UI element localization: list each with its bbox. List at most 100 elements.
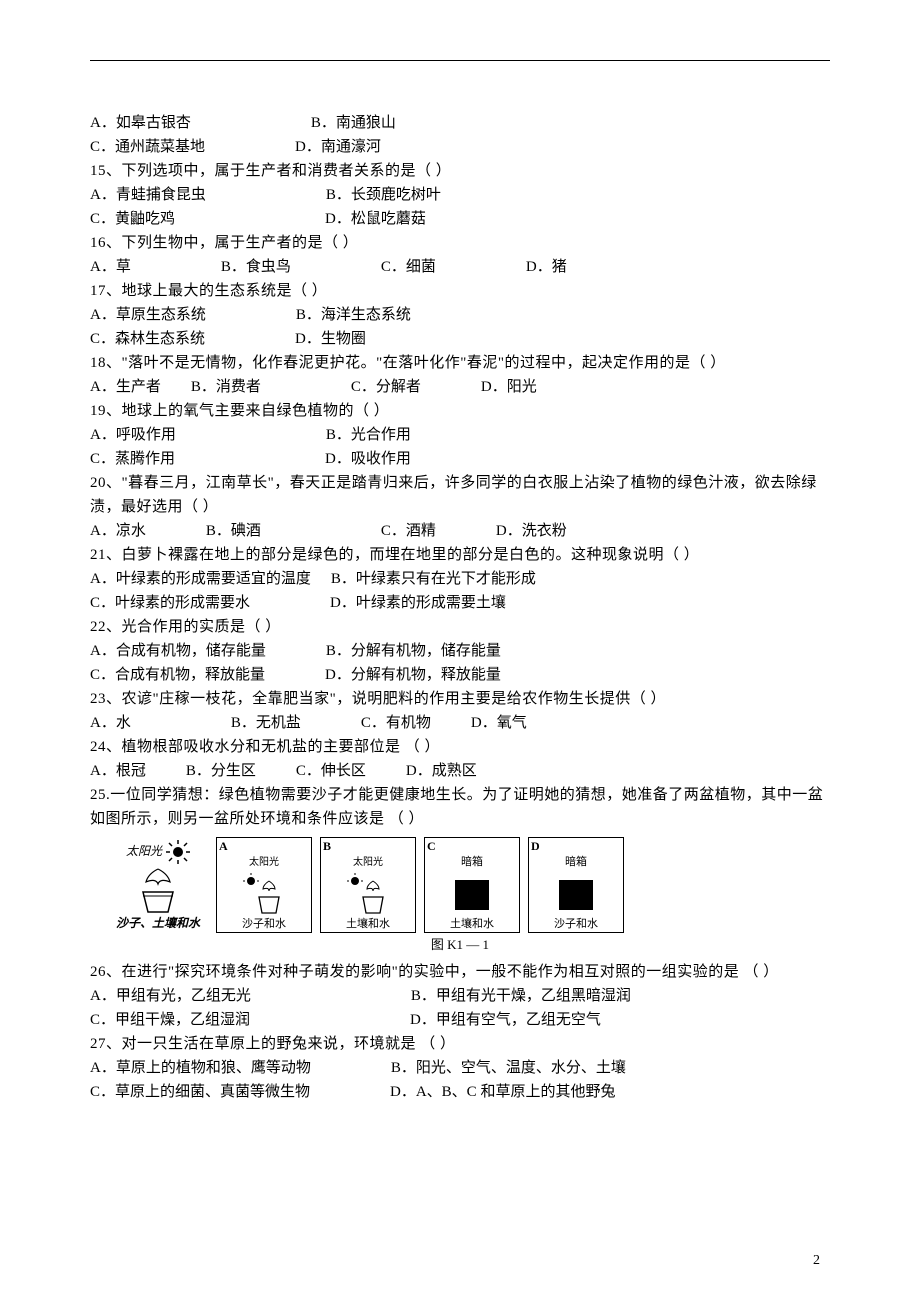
q17-row1: A．草原生态系统 B．海洋生态系统 — [90, 303, 830, 327]
q14-opts-row2: C．通州蔬菜基地 D．南通濠河 — [90, 135, 830, 159]
q18-stem: 18、"落叶不是无情物，化作春泥更护花。"在落叶化作"春泥"的过程中，起决定作用… — [90, 351, 830, 375]
q26-opt-b: B．甲组有光干燥，乙组黑暗湿润 — [411, 984, 631, 1008]
panel-top: 暗箱 — [565, 854, 587, 872]
q27-stem: 27、对一只生活在草原上的野兔来说，环境就是 （ ） — [90, 1032, 830, 1056]
q22-opt-b: B．分解有机物，储存能量 — [326, 639, 501, 663]
document-page: A．如皋古银杏 B．南通狼山 C．通州蔬菜基地 D．南通濠河 15、下列选项中，… — [0, 0, 920, 1302]
q16-opt-d: D．猪 — [526, 255, 567, 279]
q24-stem: 24、植物根部吸收水分和无机盐的主要部位是 （ ） — [90, 735, 830, 759]
q26-stem: 26、在进行"探究环境条件对种子萌发的影响"的实验中，一般不能作为相互对照的一组… — [90, 960, 830, 984]
panel-letter: A — [219, 840, 228, 852]
figure-panel-a: A 太阳光 沙子和水 — [216, 837, 312, 933]
q16-opt-c: C．细菌 — [381, 255, 436, 279]
q16-opt-a: A．草 — [90, 255, 131, 279]
q17-stem: 17、地球上最大的生态系统是（ ） — [90, 279, 830, 303]
q16-stem: 16、下列生物中，属于生产者的是（ ） — [90, 231, 830, 255]
q23-stem: 23、农谚"庄稼一枝花，全靠肥当家"，说明肥料的作用主要是给农作物生长提供（ ） — [90, 687, 830, 711]
q15-opt-d: D．松鼠吃蘑菇 — [325, 207, 426, 231]
q20-stem: 20、"暮春三月，江南草长"，春天正是踏青归来后，许多同学的白衣服上沾染了植物的… — [90, 471, 830, 519]
q15-opt-a: A．青蛙捕食昆虫 — [90, 183, 206, 207]
q16-row: A．草 B．食虫鸟 C．细菌 D．猪 — [90, 255, 830, 279]
q20-opt-b: B．碘酒 — [206, 519, 261, 543]
q27-row1: A．草原上的植物和狼、鹰等动物 B．阳光、空气、温度、水分、土壤 — [90, 1056, 830, 1080]
q25-figure: 太阳光 沙子、土壤和水 A 太阳光 沙子和水 B 太阳光 土壤和水 C 暗箱 — [108, 837, 830, 933]
panel-letter: D — [531, 840, 540, 852]
q26-row1: A．甲组有光，乙组无光 B．甲组有光干燥，乙组黑暗湿润 — [90, 984, 830, 1008]
panel-letter: B — [323, 840, 331, 852]
q22-opt-d: D．分解有机物，释放能量 — [325, 663, 501, 687]
q20-opt-d: D．洗衣粉 — [496, 519, 567, 543]
q21-opt-c: C．叶绿素的形成需要水 — [90, 591, 250, 615]
panel-letter: C — [427, 840, 436, 852]
panel-caption: 土壤和水 — [346, 918, 390, 930]
q23-opt-d: D．氧气 — [471, 711, 527, 735]
q19-opt-a: A．呼吸作用 — [90, 423, 176, 447]
q20-opt-c: C．酒精 — [381, 519, 436, 543]
q20-opt-a: A．凉水 — [90, 519, 146, 543]
q19-opt-b: B．光合作用 — [326, 423, 411, 447]
page-number: 2 — [813, 1250, 820, 1272]
q19-row1: A．呼吸作用 B．光合作用 — [90, 423, 830, 447]
q19-opt-d: D．吸收作用 — [325, 447, 411, 471]
q22-opt-c: C．合成有机物，释放能量 — [90, 663, 265, 687]
q18-opt-a: A．生产者 — [90, 375, 161, 399]
q26-opt-a: A．甲组有光，乙组无光 — [90, 984, 251, 1008]
q27-row2: C．草原上的细菌、真菌等微生物 D．A、B、C 和草原上的其他野兔 — [90, 1080, 830, 1104]
q27-opt-b: B．阳光、空气、温度、水分、土壤 — [391, 1056, 626, 1080]
q21-opt-d: D．叶绿素的形成需要土壤 — [330, 591, 506, 615]
q21-opt-a: A．叶绿素的形成需要适宜的温度 — [90, 567, 311, 591]
q24-opt-c: C．伸长区 — [296, 759, 366, 783]
q26-row2: C．甲组干燥，乙组湿润 D．甲组有空气，乙组无空气 — [90, 1008, 830, 1032]
q21-stem: 21、白萝卜裸露在地上的部分是绿色的，而埋在地里的部分是白色的。这种现象说明（ … — [90, 543, 830, 567]
q26-opt-c: C．甲组干燥，乙组湿润 — [90, 1008, 250, 1032]
q22-opt-a: A．合成有机物，储存能量 — [90, 639, 266, 663]
figure-left-panel: 太阳光 沙子、土壤和水 — [108, 840, 208, 933]
q21-row1: A．叶绿素的形成需要适宜的温度 B．叶绿素只有在光下才能形成 — [90, 567, 830, 591]
q18-opt-c: C．分解者 — [351, 375, 421, 399]
q25-stem: 25.一位同学猜想：绿色植物需要沙子才能更健康地生长。为了证明她的猜想，她准备了… — [90, 783, 830, 831]
q24-opt-d: D．成熟区 — [406, 759, 477, 783]
header-rule — [90, 60, 830, 61]
q27-opt-d: D．A、B、C 和草原上的其他野兔 — [390, 1080, 615, 1104]
figure-panel-b: B 太阳光 土壤和水 — [320, 837, 416, 933]
q15-opt-c: C．黄鼬吃鸡 — [90, 207, 175, 231]
q14-opts-row1: A．如皋古银杏 B．南通狼山 — [90, 111, 830, 135]
q17-opt-a: A．草原生态系统 — [90, 303, 206, 327]
q19-stem: 19、地球上的氧气主要来自绿色植物的（ ） — [90, 399, 830, 423]
pot-plant-icon — [343, 873, 393, 915]
q18-opt-b: B．消费者 — [191, 375, 261, 399]
q14-opt-b: B．南通狼山 — [311, 111, 396, 135]
q14-opt-d: D．南通濠河 — [295, 135, 381, 159]
q22-row2: C．合成有机物，释放能量 D．分解有机物，释放能量 — [90, 663, 830, 687]
figure-panel-c: C 暗箱 土壤和水 — [424, 837, 520, 933]
q17-opt-c: C．森林生态系统 — [90, 327, 205, 351]
panel-caption: 沙子和水 — [242, 918, 286, 930]
panel-caption: 沙子和水 — [554, 918, 598, 930]
q24-opt-b: B．分生区 — [186, 759, 256, 783]
q19-opt-c: C．蒸腾作用 — [90, 447, 175, 471]
q22-stem: 22、光合作用的实质是（ ） — [90, 615, 830, 639]
panel-caption: 土壤和水 — [450, 918, 494, 930]
q27-opt-c: C．草原上的细菌、真菌等微生物 — [90, 1080, 310, 1104]
sun-icon — [166, 840, 190, 864]
q15-opt-b: B．长颈鹿吃树叶 — [326, 183, 441, 207]
q20-row: A．凉水 B．碘酒 C．酒精 D．洗衣粉 — [90, 519, 830, 543]
q23-opt-c: C．有机物 — [361, 711, 431, 735]
q18-opt-d: D．阳光 — [481, 375, 537, 399]
q16-opt-b: B．食虫鸟 — [221, 255, 291, 279]
q14-opt-c: C．通州蔬菜基地 — [90, 135, 205, 159]
sun-label-left: 太阳光 — [126, 842, 162, 861]
q15-row2: C．黄鼬吃鸡 D．松鼠吃蘑菇 — [90, 207, 830, 231]
q21-opt-b: B．叶绿素只有在光下才能形成 — [331, 567, 536, 591]
q26-opt-d: D．甲组有空气，乙组无空气 — [410, 1008, 601, 1032]
darkbox-icon — [447, 874, 497, 916]
q21-row2: C．叶绿素的形成需要水 D．叶绿素的形成需要土壤 — [90, 591, 830, 615]
q19-row2: C．蒸腾作用 D．吸收作用 — [90, 447, 830, 471]
panel-top: 太阳光 — [249, 855, 279, 871]
q15-stem: 15、下列选项中，属于生产者和消费者关系的是（ ） — [90, 159, 830, 183]
panel-top: 太阳光 — [353, 855, 383, 871]
q23-row: A．水 B．无机盐 C．有机物 D．氧气 — [90, 711, 830, 735]
q15-row1: A．青蛙捕食昆虫 B．长颈鹿吃树叶 — [90, 183, 830, 207]
darkbox-icon — [551, 874, 601, 916]
q17-opt-b: B．海洋生态系统 — [296, 303, 411, 327]
